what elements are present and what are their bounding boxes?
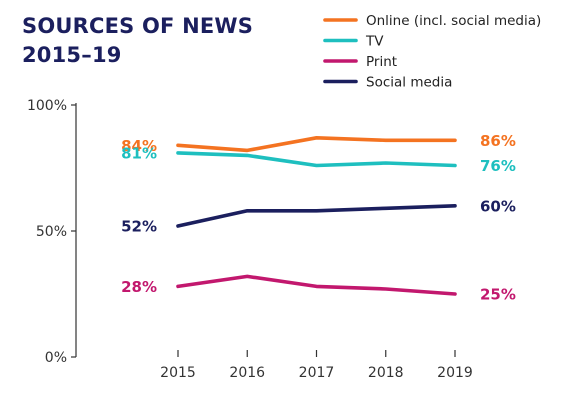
- chart-title-line-2: 2015–19: [22, 43, 122, 67]
- data-label-start: 28%: [121, 278, 157, 296]
- x-tick-label: 2019: [437, 365, 473, 381]
- legend-label: Online (incl. social media): [366, 13, 541, 29]
- chart-title: SOURCES OF NEWS 2015–19: [22, 12, 253, 70]
- x-tick-label: 2017: [299, 365, 335, 381]
- y-tick-label: 0%: [45, 350, 67, 366]
- data-label-start: 81%: [121, 144, 157, 162]
- legend-label: Print: [366, 54, 397, 70]
- series-line-0: [176, 136, 457, 153]
- data-label-end: 25%: [480, 286, 516, 304]
- data-label-end: 76%: [480, 157, 516, 175]
- x-tick-label: 2015: [160, 365, 196, 381]
- series-line-1: [176, 151, 457, 168]
- data-label-end: 86%: [480, 132, 516, 150]
- y-tick-label: 50%: [36, 224, 67, 240]
- legend-label: TV: [365, 34, 384, 50]
- data-label-start: 52%: [121, 217, 157, 235]
- chart-title-line-1: SOURCES OF NEWS: [22, 14, 254, 38]
- x-tick-label: 2018: [368, 365, 404, 381]
- series-line-2: [176, 274, 457, 296]
- series-line-3: [176, 204, 457, 228]
- data-label-start: 84%: [121, 137, 157, 155]
- legend-label: Social media: [366, 75, 452, 91]
- data-label-end: 60%: [480, 197, 516, 215]
- y-tick-label: 100%: [27, 98, 67, 114]
- x-tick-label: 2016: [229, 365, 265, 381]
